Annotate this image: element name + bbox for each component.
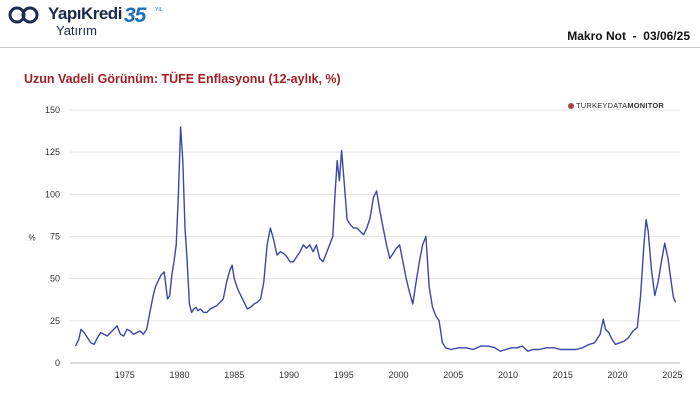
y-tick-label: 150 bbox=[45, 105, 60, 115]
source-label-part1: TURKEYDATA bbox=[576, 101, 628, 110]
y-tick-label: 100 bbox=[45, 189, 60, 199]
chart-title: Uzun Vadeli Görünüm: TÜFE Enflasyonu (12… bbox=[24, 72, 341, 86]
brand-logo: YapıKredi Yatırım 35 YIL bbox=[8, 3, 178, 43]
globe-icon bbox=[568, 103, 574, 110]
x-tick-label: 1995 bbox=[334, 370, 354, 380]
y-tick-label: 125 bbox=[45, 147, 60, 157]
x-tick-label: 2000 bbox=[389, 370, 409, 380]
header-divider bbox=[0, 47, 700, 48]
y-tick-label: 50 bbox=[50, 274, 60, 284]
x-tick-label: 1985 bbox=[224, 370, 244, 380]
brand-subtitle: Yatırım bbox=[56, 23, 97, 38]
document-separator: - bbox=[632, 29, 637, 43]
yapikredi-logo-icon bbox=[8, 6, 39, 24]
document-type: Makro Not bbox=[567, 29, 626, 43]
source-label-part2: MONITOR bbox=[627, 101, 664, 110]
brand-name: YapıKredi bbox=[48, 4, 122, 23]
x-tick-label: 1980 bbox=[169, 370, 189, 380]
inflation-series-line bbox=[74, 126, 677, 352]
report-header: YapıKredi Yatırım 35 YIL Makro Not - 03/… bbox=[0, 0, 700, 46]
y-tick-label: 25 bbox=[50, 316, 60, 326]
x-tick-label: 1975 bbox=[115, 370, 135, 380]
anniversary-mark: 35 bbox=[124, 4, 146, 27]
y-tick-label: 75 bbox=[50, 232, 60, 242]
y-tick-label: 0 bbox=[55, 358, 60, 368]
document-meta: Makro Not - 03/06/25 bbox=[567, 29, 690, 43]
x-tick-label: 2010 bbox=[498, 370, 518, 380]
anniversary-suffix: YIL bbox=[155, 7, 163, 13]
x-tick-label: 1990 bbox=[279, 370, 299, 380]
x-tick-label: 2015 bbox=[553, 370, 573, 380]
y-axis-label: % bbox=[28, 234, 35, 243]
x-tick-label: 2025 bbox=[662, 370, 682, 380]
x-tick-label: 2020 bbox=[608, 370, 628, 380]
x-tick-label: 2005 bbox=[443, 370, 463, 380]
source-logo: TURKEYDATAMONITOR bbox=[568, 101, 664, 110]
inflation-line-chart: 0 25 50 75 100 125 150 1975 1980 1985 1990 1995 2000… bbox=[28, 105, 682, 380]
document-date: 03/06/25 bbox=[643, 29, 690, 43]
